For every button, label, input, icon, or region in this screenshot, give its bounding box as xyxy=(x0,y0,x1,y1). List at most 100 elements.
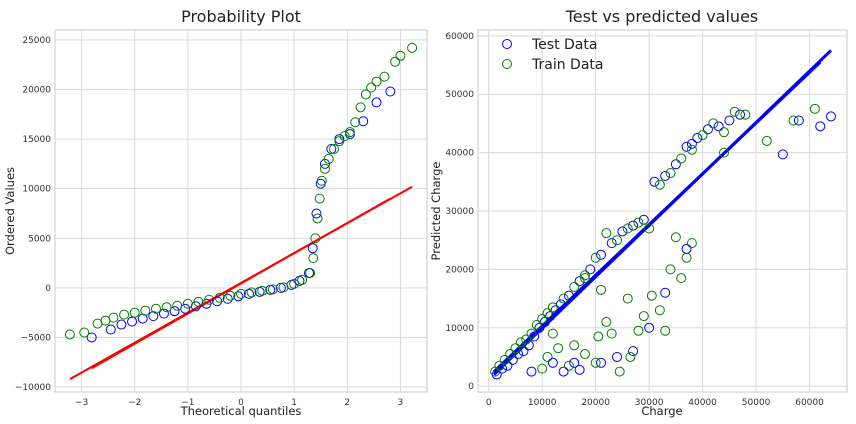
y-tick-label: −5000 xyxy=(21,333,52,343)
x-tick-label: 0 xyxy=(486,398,492,408)
data-point xyxy=(214,292,225,303)
data-point xyxy=(644,223,655,234)
data-point xyxy=(334,136,345,147)
chart-title: Test vs predicted values xyxy=(565,7,759,26)
data-point xyxy=(606,238,617,249)
y-tick-label: 20000 xyxy=(22,86,51,96)
y-tick-label: 30000 xyxy=(445,207,474,217)
test-vs-predicted-panel: 0 10000 20000 30000 40000 50000 60000 0 10000 20… xyxy=(429,7,848,418)
data-point xyxy=(505,349,516,360)
data-point xyxy=(660,170,671,181)
data-point xyxy=(553,343,564,354)
data-point xyxy=(740,109,751,120)
data-point xyxy=(246,287,257,298)
data-point xyxy=(311,208,322,219)
data-point xyxy=(161,302,172,313)
data-point xyxy=(825,111,836,122)
data-point xyxy=(507,354,518,365)
data-point xyxy=(395,50,406,61)
data-point xyxy=(204,294,215,305)
fit-lines xyxy=(69,185,413,380)
data-point xyxy=(497,363,508,374)
data-point xyxy=(596,284,606,295)
data-point xyxy=(590,357,601,368)
data-point xyxy=(379,71,390,82)
data-point xyxy=(569,357,580,368)
data-point xyxy=(628,346,639,357)
data-point xyxy=(329,144,339,155)
data-point xyxy=(579,273,590,284)
data-point xyxy=(371,97,382,108)
data-point xyxy=(222,293,233,304)
y-tick-label: 10000 xyxy=(445,324,474,334)
x-tick-label: 50000 xyxy=(742,398,771,408)
data-point xyxy=(563,360,574,371)
y-tick-label: 15000 xyxy=(22,135,51,145)
data-point xyxy=(267,284,278,295)
data-point xyxy=(233,291,244,302)
data-point xyxy=(310,233,321,244)
data-point xyxy=(681,252,692,263)
data-point xyxy=(719,127,729,138)
y-tick-label: 20000 xyxy=(445,265,474,275)
data-point xyxy=(579,270,590,281)
data-point xyxy=(119,309,130,320)
data-point xyxy=(702,124,713,135)
data-point xyxy=(638,214,649,225)
data-point xyxy=(521,334,532,345)
data-point xyxy=(628,220,639,231)
data-point xyxy=(355,102,366,113)
x-ticks: −3 −2 −1 0 1 2 3 xyxy=(75,398,403,408)
data-point xyxy=(579,349,590,360)
data-point xyxy=(697,130,708,141)
data-point xyxy=(574,276,585,287)
data-point xyxy=(129,307,140,318)
data-point xyxy=(622,293,633,304)
data-point xyxy=(193,296,204,307)
data-point xyxy=(692,133,703,144)
data-point xyxy=(243,288,254,299)
data-point xyxy=(494,360,505,371)
data-point xyxy=(617,226,628,237)
data-point xyxy=(307,243,318,254)
y-tick-label: 50000 xyxy=(445,90,474,100)
data-point xyxy=(326,144,337,155)
data-point xyxy=(681,141,692,152)
data-point xyxy=(569,281,580,292)
x-tick-label: 3 xyxy=(398,398,404,408)
y-axis-label: Ordered Values xyxy=(3,167,17,255)
data-point xyxy=(542,351,553,362)
x-tick-label: 30000 xyxy=(635,398,664,408)
data-point xyxy=(809,103,820,114)
data-points xyxy=(490,103,836,380)
data-point xyxy=(537,363,548,374)
y-tick-label: 10000 xyxy=(22,185,51,195)
data-point xyxy=(305,267,316,278)
data-point xyxy=(491,369,502,380)
data-point xyxy=(312,213,323,224)
data-point xyxy=(534,322,545,333)
fit-line xyxy=(91,197,391,370)
data-point xyxy=(593,331,604,342)
data-point xyxy=(390,56,401,67)
data-point xyxy=(360,89,371,100)
data-point xyxy=(601,316,612,327)
data-point xyxy=(563,290,574,301)
data-point xyxy=(116,319,127,330)
data-point xyxy=(515,337,526,348)
data-point xyxy=(371,76,382,87)
y-tick-label: 0 xyxy=(45,284,51,294)
data-point xyxy=(708,118,719,129)
data-point xyxy=(236,288,246,299)
data-point xyxy=(660,287,671,298)
data-point xyxy=(665,264,676,275)
x-tick-label: 2 xyxy=(344,398,350,408)
data-point xyxy=(537,314,548,325)
data-point xyxy=(314,193,325,204)
data-point xyxy=(297,274,308,285)
y-tick-label: 60000 xyxy=(445,32,474,42)
data-point xyxy=(86,332,97,343)
data-point xyxy=(622,223,633,234)
data-point xyxy=(686,238,697,249)
data-point xyxy=(547,302,558,313)
